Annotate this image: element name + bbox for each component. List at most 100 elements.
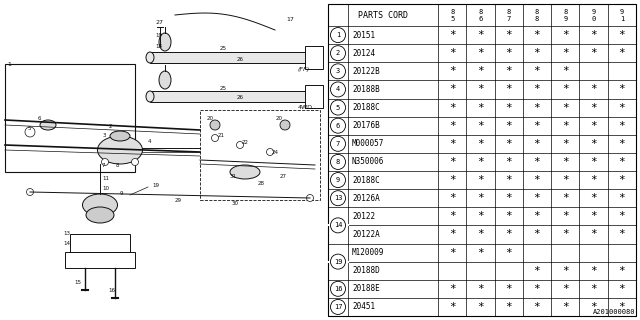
Text: 4WD: 4WD (298, 105, 313, 110)
Text: 11: 11 (102, 176, 109, 181)
Text: *: * (449, 302, 456, 312)
Text: *: * (618, 84, 625, 94)
Text: 29: 29 (175, 198, 182, 203)
Text: 7: 7 (336, 141, 340, 147)
Text: *: * (477, 84, 484, 94)
Text: *: * (562, 229, 569, 239)
Text: *: * (449, 248, 456, 258)
Ellipse shape (83, 194, 118, 216)
Text: *: * (449, 193, 456, 203)
Text: 8: 8 (336, 159, 340, 165)
Text: *: * (477, 302, 484, 312)
Text: *: * (477, 229, 484, 239)
Text: A201000080: A201000080 (593, 309, 635, 315)
Text: *: * (590, 229, 597, 239)
Circle shape (330, 191, 346, 206)
Text: *: * (534, 266, 540, 276)
Text: *: * (534, 103, 540, 113)
Circle shape (330, 100, 346, 115)
Text: 25: 25 (220, 46, 227, 51)
Text: 19: 19 (333, 259, 342, 265)
Text: *: * (477, 66, 484, 76)
Text: 3: 3 (336, 68, 340, 74)
Text: 6: 6 (38, 116, 42, 121)
Text: *: * (618, 229, 625, 239)
Text: 9: 9 (120, 191, 124, 196)
Text: *: * (477, 157, 484, 167)
Text: 20151: 20151 (352, 31, 375, 40)
Text: 2: 2 (109, 124, 113, 129)
Text: *: * (590, 157, 597, 167)
Text: *: * (506, 229, 512, 239)
Text: *: * (590, 121, 597, 131)
Text: 20: 20 (276, 116, 283, 121)
Text: 7: 7 (102, 163, 106, 168)
Text: 25: 25 (220, 86, 227, 91)
Text: *: * (449, 175, 456, 185)
Text: *: * (534, 30, 540, 40)
Text: 20126A: 20126A (352, 194, 380, 203)
Text: 21: 21 (218, 133, 225, 138)
Text: *: * (534, 84, 540, 94)
Text: *: * (506, 139, 512, 149)
Circle shape (330, 155, 346, 169)
Circle shape (330, 281, 346, 296)
Text: 20188B: 20188B (352, 85, 380, 94)
Text: *: * (562, 157, 569, 167)
Text: 7: 7 (507, 16, 511, 22)
Ellipse shape (97, 136, 143, 164)
Text: *: * (477, 284, 484, 294)
Text: 8: 8 (478, 9, 483, 15)
Text: 8: 8 (563, 9, 568, 15)
Text: *: * (449, 284, 456, 294)
Text: *: * (506, 103, 512, 113)
Text: *: * (562, 284, 569, 294)
Circle shape (330, 254, 346, 269)
Text: N350006: N350006 (352, 157, 385, 166)
Circle shape (307, 195, 314, 202)
Text: *: * (534, 193, 540, 203)
Text: *: * (449, 157, 456, 167)
Circle shape (330, 82, 346, 97)
Text: *: * (590, 30, 597, 40)
Text: *: * (477, 30, 484, 40)
Text: *: * (506, 284, 512, 294)
Text: 6: 6 (478, 16, 483, 22)
Circle shape (25, 127, 35, 137)
Text: 5: 5 (450, 16, 454, 22)
FancyBboxPatch shape (200, 110, 320, 200)
Text: *: * (590, 211, 597, 221)
Text: *: * (534, 211, 540, 221)
Text: 27: 27 (280, 174, 287, 179)
Text: 4: 4 (336, 86, 340, 92)
Text: 3: 3 (103, 133, 106, 138)
Text: 8: 8 (116, 163, 120, 168)
Text: *: * (449, 30, 456, 40)
Circle shape (330, 172, 346, 188)
Text: 5: 5 (336, 105, 340, 111)
Text: *: * (534, 121, 540, 131)
Text: 9: 9 (620, 9, 624, 15)
FancyBboxPatch shape (305, 46, 323, 69)
Text: *: * (534, 229, 540, 239)
Text: *: * (506, 84, 512, 94)
Circle shape (330, 300, 346, 315)
Text: *: * (449, 48, 456, 58)
Text: *: * (506, 157, 512, 167)
Text: *: * (534, 66, 540, 76)
Text: *: * (562, 103, 569, 113)
FancyBboxPatch shape (5, 64, 135, 172)
Text: *: * (449, 211, 456, 221)
FancyBboxPatch shape (70, 234, 130, 252)
Text: *: * (562, 121, 569, 131)
Ellipse shape (86, 207, 114, 223)
Text: 30: 30 (232, 201, 239, 206)
Text: *: * (534, 175, 540, 185)
Text: 20451: 20451 (352, 302, 375, 311)
Circle shape (330, 28, 346, 43)
Text: 10: 10 (102, 186, 109, 191)
Circle shape (266, 148, 273, 156)
Text: *: * (562, 66, 569, 76)
Text: *: * (618, 103, 625, 113)
Text: 26: 26 (237, 57, 244, 62)
